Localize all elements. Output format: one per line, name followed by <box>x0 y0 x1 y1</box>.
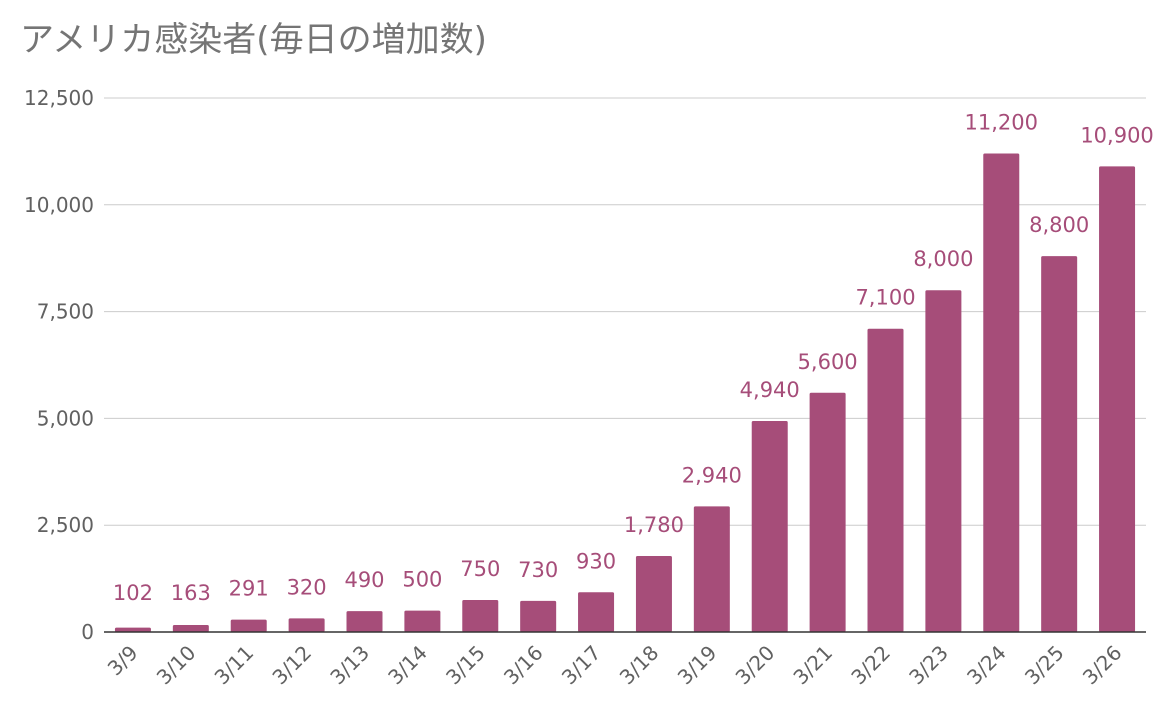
data-label: 163 <box>171 581 211 605</box>
data-label: 8,000 <box>913 247 973 271</box>
data-label: 500 <box>402 568 442 592</box>
data-label: 930 <box>576 549 616 573</box>
x-tick-label: 3/13 <box>325 641 374 690</box>
bar <box>288 618 325 632</box>
data-label: 490 <box>344 568 384 592</box>
data-label: 5,600 <box>798 350 858 374</box>
y-tick-label: 12,500 <box>24 86 94 110</box>
x-tick-label: 3/22 <box>846 641 895 690</box>
x-tick-label: 3/19 <box>673 641 722 690</box>
bar <box>983 153 1020 632</box>
x-tick-label: 3/10 <box>152 641 201 690</box>
data-label: 11,200 <box>965 111 1038 135</box>
data-label: 7,100 <box>855 286 915 310</box>
chart-title: アメリカ感染者(毎日の増加数) <box>20 20 487 60</box>
x-tick-label: 3/24 <box>962 641 1011 690</box>
bar <box>404 610 441 632</box>
x-tick-label: 3/17 <box>557 641 606 690</box>
x-tick-label: 3/15 <box>441 641 490 690</box>
bar <box>751 420 788 632</box>
y-tick-label: 7,500 <box>37 300 94 324</box>
x-tick-label: 3/23 <box>904 641 953 690</box>
y-tick-label: 2,500 <box>37 513 94 537</box>
x-tick-label: 3/9 <box>103 641 143 681</box>
bar <box>520 600 557 632</box>
y-tick-label: 0 <box>81 620 94 644</box>
data-label: 291 <box>229 577 269 601</box>
bar <box>1099 166 1136 633</box>
bar <box>1041 256 1078 632</box>
x-tick-label: 3/16 <box>499 641 548 690</box>
x-tick-label: 3/20 <box>731 641 780 690</box>
bar <box>172 625 209 632</box>
x-tick-label: 3/21 <box>788 641 837 690</box>
data-label: 320 <box>287 575 327 599</box>
x-tick-label: 3/14 <box>383 641 432 690</box>
bar <box>867 328 904 632</box>
data-label: 730 <box>518 558 558 582</box>
bar <box>578 592 615 632</box>
x-tick-label: 3/18 <box>615 641 664 690</box>
x-tick-label: 3/25 <box>1020 641 1069 690</box>
data-label: 750 <box>460 557 500 581</box>
bar <box>809 392 846 632</box>
data-label: 1,780 <box>624 513 684 537</box>
data-label: 4,940 <box>740 378 800 402</box>
bar <box>462 599 499 632</box>
data-label: 102 <box>113 581 153 605</box>
data-label: 2,940 <box>682 463 742 487</box>
bar <box>230 619 267 632</box>
data-label: 10,900 <box>1080 123 1153 147</box>
bar <box>114 627 151 632</box>
bar <box>346 611 383 632</box>
bar <box>693 506 730 632</box>
bar <box>635 555 672 632</box>
x-tick-label: 3/12 <box>267 641 316 690</box>
x-tick-label: 3/26 <box>1078 641 1127 690</box>
y-tick-label: 10,000 <box>24 193 94 217</box>
y-tick-label: 5,000 <box>37 406 94 430</box>
x-tick-label: 3/11 <box>210 641 259 690</box>
data-label: 8,800 <box>1029 213 1089 237</box>
bar <box>925 290 962 632</box>
